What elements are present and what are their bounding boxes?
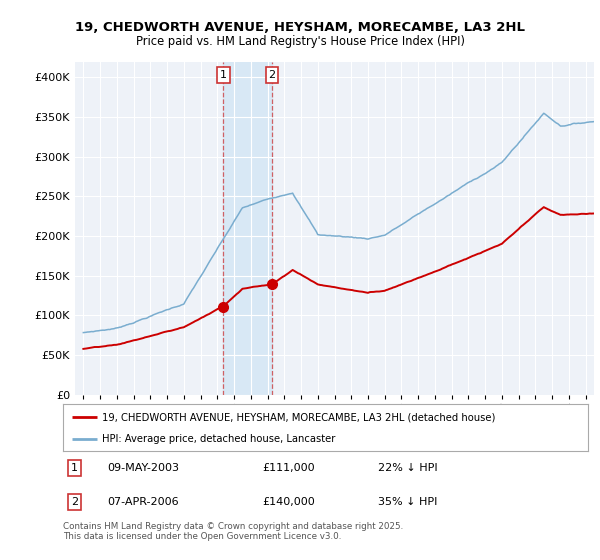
- Text: Price paid vs. HM Land Registry's House Price Index (HPI): Price paid vs. HM Land Registry's House …: [136, 35, 464, 48]
- Text: 35% ↓ HPI: 35% ↓ HPI: [378, 497, 437, 507]
- Text: 22% ↓ HPI: 22% ↓ HPI: [378, 463, 437, 473]
- Text: 19, CHEDWORTH AVENUE, HEYSHAM, MORECAMBE, LA3 2HL (detached house): 19, CHEDWORTH AVENUE, HEYSHAM, MORECAMBE…: [103, 412, 496, 422]
- Text: 2: 2: [268, 70, 275, 80]
- Text: £140,000: £140,000: [263, 497, 315, 507]
- Text: 2: 2: [71, 497, 78, 507]
- Text: 1: 1: [71, 463, 78, 473]
- Text: Contains HM Land Registry data © Crown copyright and database right 2025.
This d: Contains HM Land Registry data © Crown c…: [63, 522, 403, 542]
- Text: 07-APR-2006: 07-APR-2006: [107, 497, 179, 507]
- Text: £111,000: £111,000: [263, 463, 315, 473]
- Bar: [223, 62, 272, 395]
- Text: 19, CHEDWORTH AVENUE, HEYSHAM, MORECAMBE, LA3 2HL: 19, CHEDWORTH AVENUE, HEYSHAM, MORECAMBE…: [75, 21, 525, 34]
- Text: 09-MAY-2003: 09-MAY-2003: [107, 463, 179, 473]
- Text: HPI: Average price, detached house, Lancaster: HPI: Average price, detached house, Lanc…: [103, 434, 336, 444]
- Text: 1: 1: [220, 70, 227, 80]
